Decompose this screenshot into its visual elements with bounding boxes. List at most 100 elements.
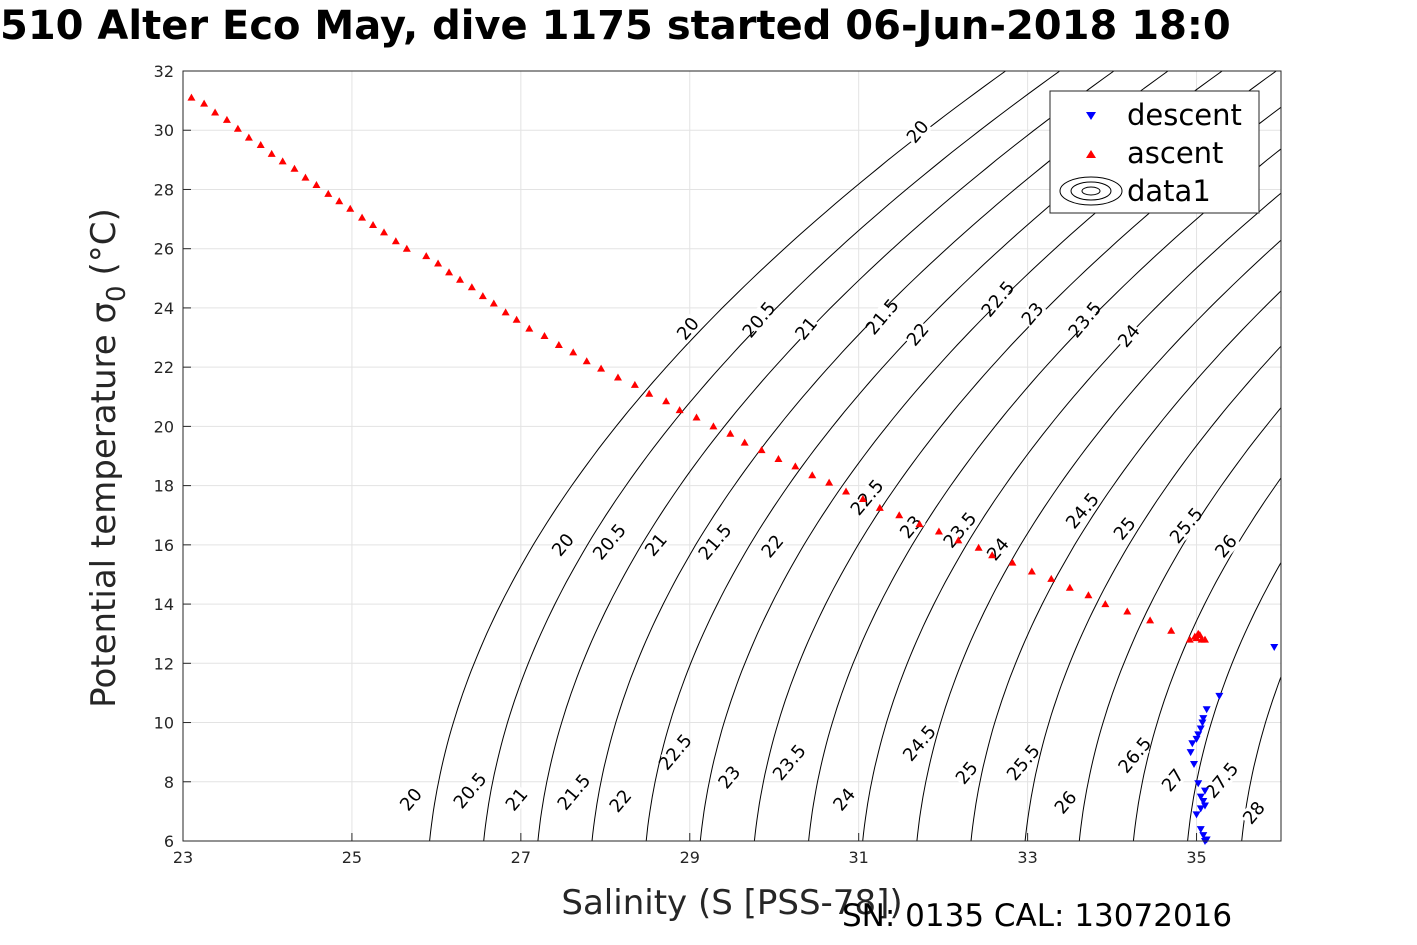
contour-label-bg	[952, 757, 982, 788]
density-contour-line	[483, 71, 1061, 841]
ascent-point	[974, 543, 983, 551]
ascent-point	[301, 173, 310, 181]
ascent-point	[211, 108, 220, 116]
ascent-point	[489, 299, 498, 307]
y-tick-label: 10	[154, 714, 174, 733]
contour-label-bg	[1018, 298, 1048, 329]
contour-label-bg	[559, 777, 589, 808]
ascent-point	[478, 292, 487, 300]
ascent-point	[267, 149, 276, 157]
y-tick-label: 18	[154, 477, 174, 496]
ascent-point	[630, 380, 639, 388]
ascent-point	[434, 259, 443, 267]
y-tick-label: 14	[154, 595, 174, 614]
descent-point	[1202, 706, 1211, 714]
ascent-point	[335, 197, 344, 205]
ascent-point	[726, 429, 735, 437]
density-contour-line	[916, 239, 1281, 841]
contour-label-bg	[1110, 513, 1140, 544]
ascent-point	[1123, 607, 1132, 615]
ascent-point	[312, 181, 321, 189]
density-contour-line	[1024, 345, 1281, 841]
y-tick-label: 6	[164, 832, 174, 851]
contour-label-bg	[714, 762, 745, 793]
ascent-point	[391, 237, 400, 245]
legend-descent-marker	[1086, 112, 1096, 120]
density-contour-line	[1294, 41, 1417, 870]
x-tick-label: 35	[1186, 848, 1206, 867]
ascent-point	[380, 228, 389, 236]
contour-label-bg	[1211, 531, 1241, 562]
legend-box	[1049, 90, 1260, 214]
y-tick-label: 26	[154, 240, 174, 259]
ascent-point	[1027, 567, 1036, 575]
ascent-point	[774, 454, 783, 462]
contour-label-bg	[757, 531, 788, 562]
ascent-point	[222, 115, 231, 123]
descent-point	[1202, 836, 1211, 844]
ascent-point	[554, 340, 563, 348]
legend-descent-label: descent	[1127, 98, 1242, 132]
y-tick-label: 8	[164, 773, 174, 792]
ascent-point	[512, 315, 521, 323]
ascent-point	[540, 332, 549, 340]
chart-title: 510 Alter Eco May, dive 1175 started 06-…	[0, 3, 1231, 49]
ascent-point	[757, 446, 766, 454]
ascent-point	[456, 275, 465, 283]
ascent-point	[1047, 574, 1056, 582]
descent-point	[1194, 731, 1203, 739]
ascent-point	[445, 268, 454, 276]
y-tick-label: 12	[154, 654, 174, 673]
x-axis-ticks: 23 25 27 29 31 33 35	[173, 833, 1207, 867]
ascent-point	[1185, 635, 1194, 643]
y-tick-label: 22	[154, 358, 174, 377]
ascent-point	[613, 373, 622, 381]
contour-label-bg	[641, 529, 671, 560]
ascent-point	[467, 283, 476, 291]
contour-label-bg	[983, 284, 1013, 315]
ascent-point	[875, 503, 884, 511]
density-contour-line	[1132, 477, 1281, 841]
y-axis-label-sub: 0	[102, 285, 132, 302]
y-axis-label-unit: (°C)	[84, 208, 124, 275]
ascent-series	[187, 93, 1209, 643]
legend: descent ascent data1	[1049, 90, 1260, 214]
descent-point	[1192, 811, 1201, 819]
descent-point	[1199, 832, 1208, 840]
x-tick-label: 23	[173, 848, 193, 867]
legend-ascent-marker	[1086, 150, 1096, 158]
legend-contour-icon	[1059, 176, 1123, 206]
ascent-point	[402, 244, 411, 252]
ascent-point	[233, 124, 242, 132]
descent-point	[1215, 692, 1224, 700]
ascent-point	[1084, 591, 1093, 599]
contour-label-bg	[1070, 304, 1100, 335]
ascent-point	[1146, 616, 1155, 624]
ascent-point	[740, 438, 749, 446]
contour-label-bg	[904, 728, 935, 759]
contour-label-bg	[1171, 510, 1202, 541]
ascent-point	[858, 494, 867, 502]
ascent-point	[1008, 558, 1017, 566]
density-contours	[429, 41, 1417, 870]
descent-point	[1199, 798, 1208, 806]
contour-label-bg	[1120, 740, 1150, 771]
y-tick-label: 24	[154, 299, 174, 318]
plot-frame	[182, 70, 1282, 842]
density-contour-line	[537, 71, 1115, 841]
density-contour-line	[1078, 406, 1281, 841]
ascent-point	[988, 551, 997, 559]
descent-point	[1190, 761, 1199, 768]
ascent-point	[582, 357, 591, 365]
descent-point	[1270, 644, 1279, 652]
serial-calibration-note: SN: 0135 CAL: 13072016	[842, 898, 1233, 934]
x-tick-label: 31	[849, 848, 869, 867]
ascent-point	[692, 413, 701, 421]
contour-label-bg	[660, 737, 691, 768]
descent-point	[1186, 749, 1195, 757]
legend-data1-label: data1	[1127, 174, 1211, 208]
y-tick-label: 32	[154, 62, 174, 81]
density-contour-line	[429, 71, 1007, 841]
ascent-point	[662, 397, 671, 405]
ascent-point	[244, 133, 253, 141]
